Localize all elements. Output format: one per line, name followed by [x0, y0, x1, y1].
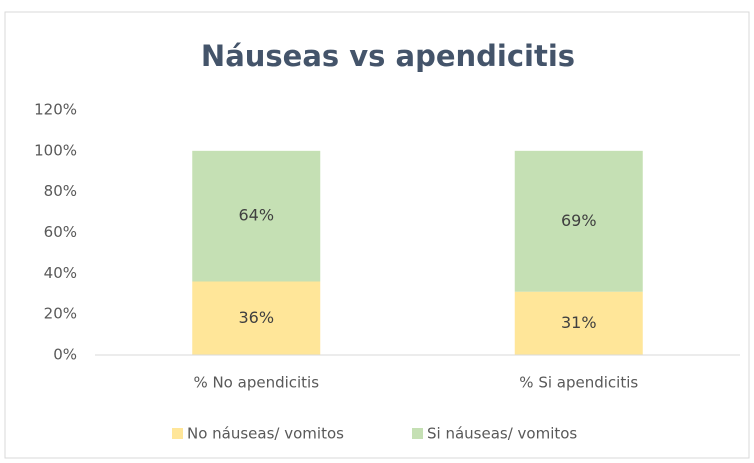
- y-tick-label: 80%: [44, 182, 77, 200]
- bar-segment: [192, 150, 321, 282]
- data-label: 31%: [561, 313, 597, 332]
- y-tick-label: 100%: [34, 141, 77, 159]
- bar-segment: [192, 281, 321, 355]
- x-tick-label: % No apendicitis: [193, 374, 319, 392]
- bar-segment: [514, 291, 643, 355]
- y-tick-label: 60%: [44, 223, 77, 241]
- chart-title: Náuseas vs apendicitis: [201, 39, 575, 73]
- legend-label: No náuseas/ vomitos: [187, 425, 344, 443]
- x-tick-label: % Si apendicitis: [519, 374, 638, 392]
- y-tick-label: 40%: [44, 264, 77, 282]
- legend-swatch: [172, 428, 183, 439]
- data-label: 36%: [238, 308, 274, 327]
- bar-segment: [514, 150, 643, 292]
- y-tick-label: 0%: [53, 346, 77, 364]
- y-tick-label: 20%: [44, 305, 77, 323]
- legend-label: Si náuseas/ vomitos: [427, 425, 577, 443]
- legend-swatch: [412, 428, 423, 439]
- data-label: 69%: [561, 211, 597, 230]
- y-tick-label: 120%: [34, 101, 77, 119]
- data-label: 64%: [238, 206, 274, 225]
